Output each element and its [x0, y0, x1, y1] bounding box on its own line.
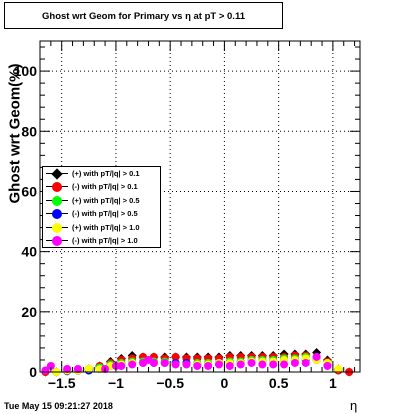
x-tick-label: 0.5	[269, 375, 289, 391]
data-point	[312, 352, 321, 361]
data-point	[84, 364, 93, 373]
y-tick-label: 20	[21, 304, 37, 320]
data-point	[171, 360, 180, 369]
y-axis-label: Ghost wrt Geom(%)	[6, 63, 24, 204]
legend-label: (+) with pT/|q| > 1.0	[72, 223, 140, 232]
legend-label: (+) with pT/|q| > 0.5	[72, 196, 140, 205]
legend-marker	[52, 196, 62, 206]
data-point	[73, 364, 82, 373]
data-point	[236, 360, 245, 369]
x-tick-label: −1.5	[48, 375, 76, 391]
y-tick-label: 40	[21, 244, 37, 260]
legend-entry: (-) with pT/|q| > 0.1	[43, 180, 160, 194]
data-point	[214, 360, 223, 369]
y-tick-label: 0	[29, 364, 37, 380]
data-point	[63, 364, 72, 373]
legend-entry: (+) with pT/|q| > 1.0	[43, 221, 160, 235]
x-tick-label: −0.5	[156, 375, 184, 391]
data-point	[204, 361, 213, 370]
legend-entry: (+) with pT/|q| > 0.5	[43, 194, 160, 208]
legend-entry: (+) with pT/|q| > 0.1	[43, 167, 160, 181]
data-point	[301, 358, 310, 367]
y-tick-label: 100	[14, 63, 38, 79]
legend-marker	[52, 182, 62, 192]
data-point	[258, 360, 267, 369]
data-point	[149, 358, 158, 367]
x-tick-label: −1	[108, 375, 124, 391]
y-tick-label: 60	[21, 183, 37, 199]
axis-tick-labels: −1.5 −1 −0.5 0 0.5 1 0 20 40 60 80 100	[14, 63, 337, 391]
legend-label: (+) with pT/|q| > 0.1	[72, 169, 140, 178]
data-point	[269, 360, 278, 369]
legend-label: (-) with pT/|q| > 1.0	[72, 236, 138, 245]
legend-label: (-) with pT/|q| > 0.1	[72, 182, 138, 191]
data-point	[128, 360, 137, 369]
data-point	[182, 360, 191, 369]
legend: (+) with pT/|q| > 0.1 (-) with pT/|q| > …	[42, 166, 161, 248]
data-point	[117, 361, 126, 370]
legend-label: (-) with pT/|q| > 0.5	[72, 209, 138, 218]
legend-entry: (-) with pT/|q| > 1.0	[43, 234, 160, 248]
timestamp: Tue May 15 09:21:27 2018	[4, 401, 113, 411]
x-tick-label: 0	[221, 375, 229, 391]
data-point	[247, 358, 256, 367]
data-point	[225, 361, 234, 370]
plot-frame	[39, 40, 361, 373]
legend-marker	[51, 168, 63, 180]
data-point	[323, 361, 332, 370]
data-markers	[40, 347, 354, 377]
legend-entry: (-) with pT/|q| > 0.5	[43, 207, 160, 221]
y-tick-label: 80	[21, 123, 37, 139]
legend-marker	[52, 236, 62, 246]
data-point	[46, 361, 55, 370]
x-tick-label: 1	[329, 375, 337, 391]
data-point	[160, 358, 169, 367]
x-axis-label: η	[350, 398, 358, 413]
legend-marker	[52, 223, 62, 233]
data-point	[290, 358, 299, 367]
axis-ticks	[39, 41, 360, 373]
chart-title: Ghost wrt Geom for Primary vs η at pT > …	[4, 2, 283, 29]
legend-marker	[52, 209, 62, 219]
data-point	[193, 361, 202, 370]
data-point	[334, 364, 343, 373]
data-point	[280, 360, 289, 369]
data-point	[171, 352, 180, 361]
